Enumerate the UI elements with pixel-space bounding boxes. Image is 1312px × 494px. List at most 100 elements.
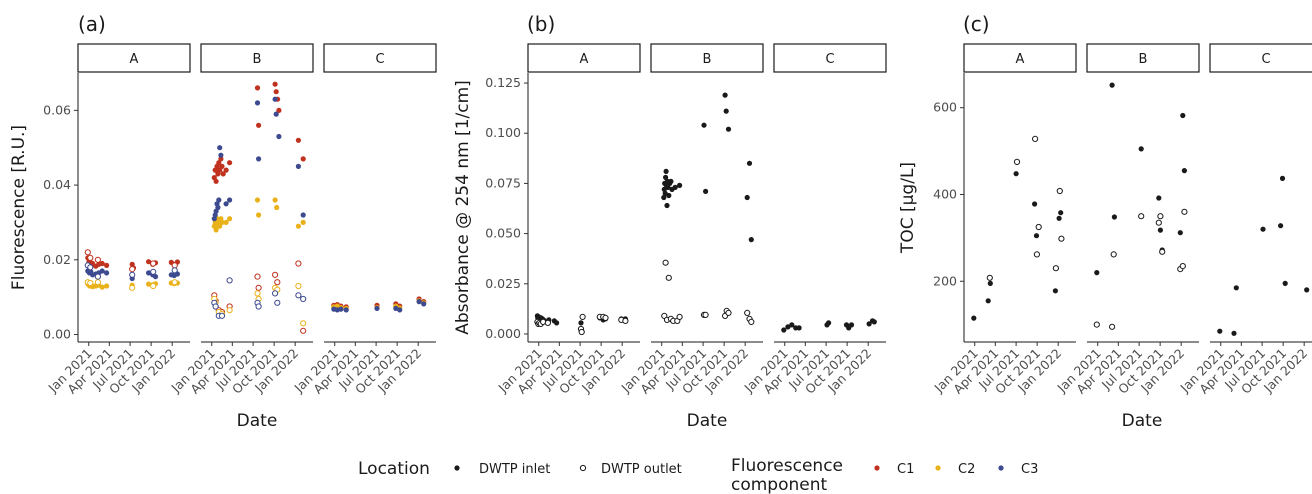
- data-point: [393, 305, 399, 311]
- data-point: [300, 219, 306, 225]
- panel-label: (c): [963, 12, 990, 36]
- data-point: [848, 322, 855, 328]
- data-point: [129, 284, 136, 291]
- data-point: [746, 160, 753, 166]
- data-point: [1156, 195, 1162, 201]
- data-point: [677, 182, 683, 188]
- panel-label: (b): [527, 12, 555, 36]
- facet-strip: [1209, 43, 1312, 73]
- data-point: [171, 279, 178, 286]
- data-point: [218, 156, 224, 162]
- data-point: [219, 163, 225, 169]
- data-point: [227, 197, 233, 203]
- data-point: [1157, 213, 1164, 220]
- data-point: [300, 156, 306, 162]
- data-point: [276, 107, 282, 113]
- y-tick-label: 0.000: [485, 326, 521, 341]
- data-point: [676, 313, 683, 320]
- facet-strip-label: A: [580, 52, 589, 67]
- facet-strip: [1086, 43, 1200, 73]
- data-point: [1304, 287, 1310, 293]
- y-tick-label: 0.06: [43, 102, 71, 117]
- data-point: [986, 274, 993, 281]
- data-point: [218, 152, 224, 158]
- data-point: [374, 305, 380, 311]
- data-point: [796, 325, 802, 331]
- data-point: [99, 284, 105, 290]
- data-point: [1157, 227, 1163, 233]
- data-point: [152, 274, 159, 280]
- data-point: [254, 100, 261, 106]
- data-point: [622, 317, 629, 324]
- data-point: [554, 320, 560, 326]
- data-point: [1279, 175, 1286, 181]
- legend-title-component: Fluorescence: [731, 456, 843, 476]
- legend-key-outlet: [579, 464, 587, 472]
- data-point: [748, 237, 754, 243]
- data-point: [104, 270, 110, 276]
- data-point: [826, 320, 832, 326]
- data-point: [226, 277, 233, 284]
- data-point: [397, 307, 403, 313]
- data-point: [1058, 210, 1064, 216]
- data-point: [255, 303, 262, 310]
- data-point: [215, 204, 221, 211]
- legend-key-c2: [935, 465, 941, 471]
- data-point: [871, 319, 877, 325]
- data-point: [300, 327, 307, 334]
- facet-strip: [527, 43, 641, 73]
- data-point: [602, 314, 609, 321]
- data-point: [272, 81, 278, 87]
- facet-strip-label: B: [1139, 52, 1148, 67]
- y-tick-label: 0.00: [43, 327, 71, 342]
- data-point: [274, 204, 280, 211]
- data-point: [272, 271, 279, 278]
- legend-title-location: Location: [358, 459, 430, 479]
- data-point: [338, 306, 344, 312]
- y-tick-label: 0.100: [485, 125, 521, 140]
- data-point: [300, 320, 307, 327]
- y-tick-label: 600: [933, 100, 957, 115]
- panel-b: (b) 0.000 0.025 0.050 0.075 0.100 0.125 Absorba…: [453, 12, 887, 431]
- data-point: [663, 174, 669, 180]
- data-point: [272, 96, 278, 102]
- data-point: [723, 108, 729, 114]
- data-point: [1181, 208, 1188, 215]
- data-point: [218, 312, 226, 319]
- data-point: [1094, 270, 1100, 276]
- data-point: [1155, 219, 1162, 226]
- y-axis-title: Fluorescence [R.U.]: [9, 125, 29, 290]
- x-axis-title: Date: [237, 411, 278, 431]
- data-point: [213, 178, 219, 184]
- data-point: [150, 282, 157, 290]
- data-point: [1109, 323, 1116, 330]
- data-point: [216, 197, 222, 203]
- data-point: [544, 319, 552, 326]
- facet-strip-label: A: [1016, 52, 1025, 67]
- data-point: [256, 156, 262, 162]
- y-tick-label: 0.04: [43, 177, 71, 192]
- data-point: [220, 171, 226, 177]
- data-point: [1056, 187, 1063, 195]
- data-point: [254, 273, 261, 280]
- data-point: [146, 281, 152, 287]
- data-point: [212, 303, 219, 310]
- data-point: [99, 260, 105, 267]
- data-point: [223, 201, 229, 207]
- data-point: [1035, 223, 1042, 231]
- data-point: [343, 307, 349, 313]
- data-point: [1179, 263, 1186, 270]
- data-point: [219, 219, 225, 225]
- data-point: [295, 223, 301, 229]
- data-point: [295, 260, 302, 267]
- data-point: [1138, 213, 1145, 220]
- data-point: [94, 256, 102, 263]
- legend-label-inlet: DWTP inlet: [479, 462, 550, 477]
- data-point: [416, 299, 422, 305]
